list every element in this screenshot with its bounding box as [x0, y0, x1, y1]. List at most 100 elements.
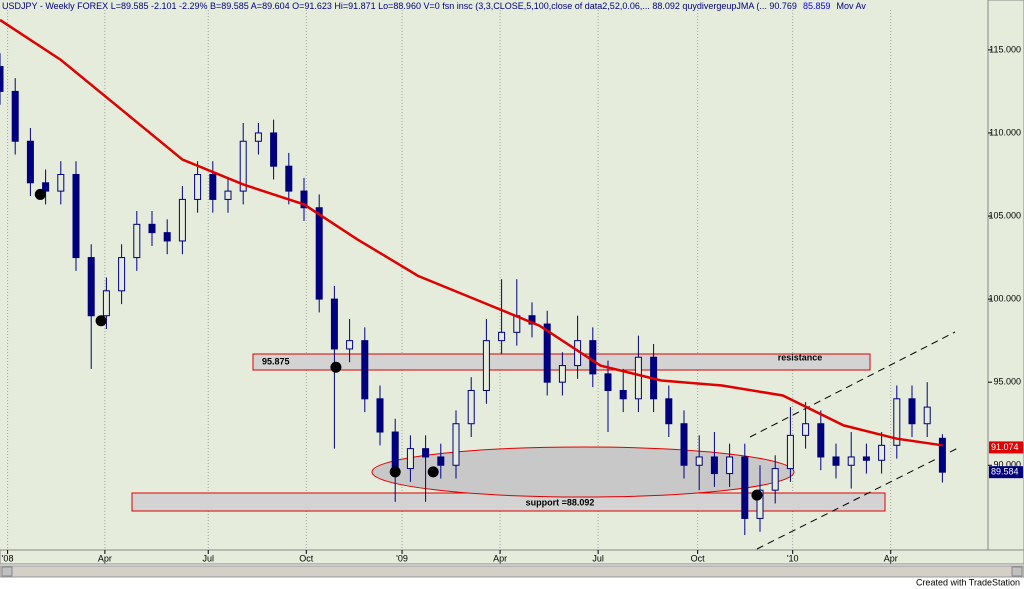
candle-body — [634, 356, 642, 400]
candle-body — [862, 456, 870, 461]
candle-body — [756, 489, 764, 519]
scroll-left[interactable] — [1, 566, 13, 577]
header-text: 85.859 — [803, 1, 831, 11]
candle-body — [528, 315, 536, 325]
candle-body — [604, 373, 612, 391]
candle-body — [0, 65, 4, 92]
candle-body — [102, 290, 110, 317]
candle-body — [878, 444, 886, 461]
candle-body — [178, 198, 186, 242]
candle-body — [437, 456, 445, 466]
candle-body — [330, 298, 338, 350]
candle-body — [315, 207, 323, 300]
candle-body — [376, 398, 384, 433]
price-marker-label: 89.584 — [991, 467, 1019, 477]
candle-body — [42, 182, 50, 192]
footer: Created with TradeStation — [916, 577, 1020, 587]
candle-body — [589, 340, 597, 375]
x-tick-label: Apr — [98, 553, 112, 563]
candle-body — [665, 398, 673, 425]
candle-body — [726, 456, 734, 475]
candle-body — [710, 456, 718, 475]
x-tick-label: '10 — [787, 553, 799, 563]
candle-body — [26, 140, 34, 184]
candle-body — [817, 423, 825, 458]
annotation: resistance — [778, 352, 823, 362]
candle-body — [194, 173, 202, 200]
pivot-dot — [330, 361, 342, 373]
price-marker — [989, 466, 1023, 479]
price-marker — [989, 441, 1023, 454]
candle-body — [938, 437, 946, 473]
header-text: Mov Av — [836, 1, 866, 11]
time-axis-panel — [0, 549, 1024, 565]
candle-body — [467, 389, 475, 425]
x-tick-label: Jul — [592, 553, 604, 563]
moving-average — [0, 18, 943, 447]
pivot-dot — [34, 188, 46, 200]
x-tick-label: '08 — [2, 553, 14, 563]
candle-body — [802, 423, 810, 436]
scrollbar[interactable] — [0, 565, 1024, 578]
candle-body — [832, 456, 840, 466]
candle-body — [391, 431, 399, 470]
candle-body — [72, 173, 80, 259]
annotation: 95.875 — [262, 356, 290, 366]
candle-body — [300, 190, 308, 209]
candle-body — [498, 331, 506, 342]
pivot-dot — [95, 315, 107, 327]
candle-body — [771, 468, 779, 491]
candle-body — [908, 398, 916, 425]
candle-body — [558, 365, 566, 383]
candle-body — [11, 90, 19, 142]
candle-body — [695, 456, 703, 466]
y-tick-label: 100.000 — [988, 293, 1021, 303]
candle-body — [361, 340, 369, 400]
header: USDJPY - Weekly FOREX L=89.585 -2.101 -2… — [2, 1, 866, 11]
candle-body — [148, 223, 156, 234]
x-tick-label: '09 — [396, 553, 408, 563]
candle-body — [786, 434, 794, 470]
x-tick-label: Apr — [493, 553, 507, 563]
candle-body — [87, 257, 95, 317]
y-tick-label: 105.000 — [988, 210, 1021, 220]
y-tick-label: 110.000 — [989, 127, 1021, 137]
channel-lower — [756, 447, 959, 550]
candle-body — [452, 423, 460, 466]
candle-body — [346, 340, 354, 350]
pivot-dot — [427, 466, 439, 478]
scroll-right[interactable] — [1011, 566, 1023, 577]
candle-body — [57, 173, 65, 192]
candle-body — [224, 190, 232, 200]
candle-body — [209, 173, 217, 200]
channel-upper — [749, 331, 956, 438]
candle-body — [163, 232, 171, 242]
price-marker-label: 91.074 — [991, 442, 1019, 452]
header-text: USDJPY - Weekly FOREX L=89.585 -2.101 -2… — [2, 1, 797, 11]
candle-body — [239, 140, 247, 192]
candle-body — [847, 456, 855, 466]
pivot-dot — [751, 489, 763, 501]
candle-body — [133, 223, 141, 259]
candle-body — [923, 406, 931, 425]
candle-body — [285, 165, 293, 192]
price-axis-panel — [987, 0, 1024, 551]
candle-body — [270, 132, 278, 167]
consolidation-ellipse — [371, 446, 795, 498]
candle-body — [406, 448, 414, 470]
x-tick-label: Jul — [202, 553, 214, 563]
x-tick-label: Oct — [691, 553, 706, 563]
candle-body — [482, 340, 490, 391]
y-tick-label: 90.000 — [993, 460, 1021, 470]
x-tick-label: Apr — [884, 553, 898, 563]
annotation: support =88.092 — [526, 497, 595, 507]
candle-body — [543, 323, 551, 383]
x-tick-label: Oct — [299, 553, 314, 563]
y-tick-label: 95.000 — [993, 377, 1021, 387]
pivot-dot — [389, 466, 401, 478]
candle-body — [422, 448, 430, 458]
candle-body — [741, 456, 749, 519]
candle-body — [619, 389, 627, 400]
